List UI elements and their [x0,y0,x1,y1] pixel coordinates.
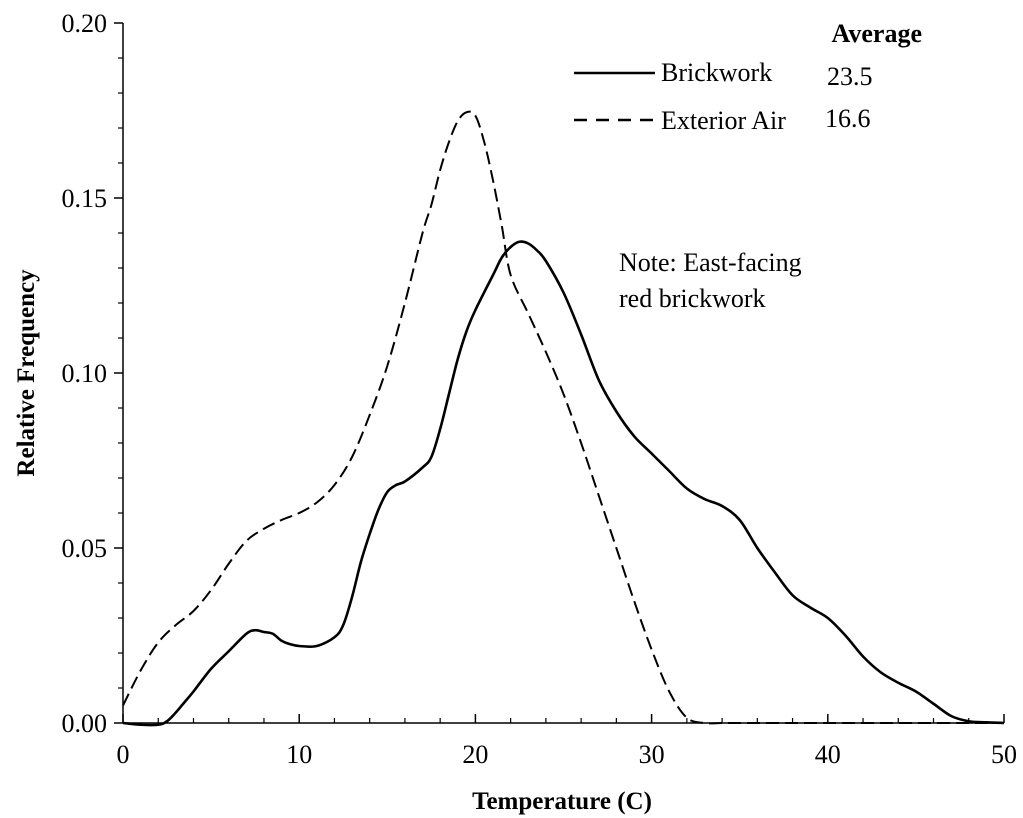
y-axis-title: Relative Frequency [13,269,40,477]
annotation-note: Note: East-facing red brickwork [619,248,802,313]
x-tick-label: 50 [991,740,1017,769]
legend-average-exterior-air: 16.6 [825,104,871,133]
x-tick-label: 30 [639,740,665,769]
y-tick-label: 0.20 [62,9,108,38]
legend-title: Average [832,19,922,48]
ticks: 0.00 0.05 0.10 0.15 0.20 0 10 20 30 40 50 [62,9,1018,769]
x-tick-label: 10 [286,740,312,769]
y-tick-label: 0.05 [62,534,108,563]
y-tick-label: 0.00 [62,709,108,738]
annotation-line-2: red brickwork [619,284,766,313]
x-tick-label: 0 [117,740,130,769]
x-axis-title: Temperature (C) [472,788,652,815]
series-line-exterior-air [122,110,1004,725]
legend-label-brickwork: Brickwork [661,58,772,87]
y-tick-label: 0.15 [62,184,108,213]
legend-average-brickwork: 23.5 [827,62,873,91]
x-tick-label: 40 [815,740,841,769]
legend-label-exterior-air: Exterior Air [661,106,786,135]
series-lines [122,110,1005,727]
legend: Average Brickwork 23.5 Exterior Air 16.6 [574,19,922,135]
axes [122,23,1004,724]
series-line-brickwork [122,240,1005,727]
y-tick-label: 0.10 [62,359,108,388]
annotation-line-1: Note: East-facing [619,248,802,277]
x-tick-label: 20 [462,740,488,769]
